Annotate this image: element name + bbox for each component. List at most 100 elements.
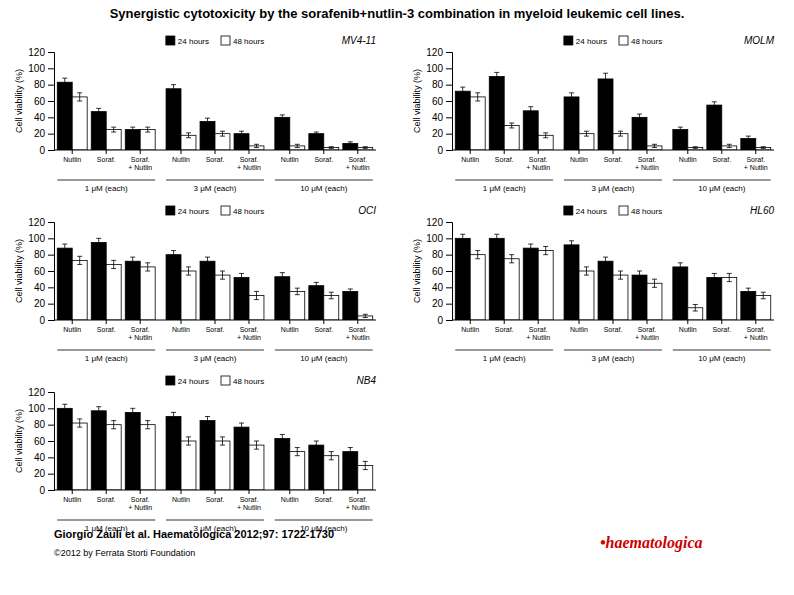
y-tick-label: 100 <box>426 233 443 244</box>
legend: 24 hours48 hours <box>166 206 264 216</box>
error-bar <box>746 288 751 295</box>
y-axis-line <box>48 53 55 151</box>
y-tick-mark <box>446 287 452 288</box>
y-tick: 120 <box>426 217 452 228</box>
y-tick-label: 80 <box>432 79 444 90</box>
x-tick-mark <box>357 320 358 324</box>
y-tick-mark <box>48 287 54 288</box>
y-tick-label: 120 <box>28 47 45 58</box>
x-axis: NutlinSoraf.Soraf.+ NutlinNutlinSoraf.So… <box>54 150 376 171</box>
group-label: 10 μM (each) <box>300 354 348 363</box>
x-tick-mark <box>215 490 216 494</box>
x-tick-label-line: Soraf. <box>495 326 514 333</box>
bar <box>489 77 504 151</box>
legend-swatch <box>221 376 230 385</box>
x-tick-label-line: Nutlin <box>172 326 190 333</box>
bar-series <box>72 419 373 490</box>
x-tick-label: Soraf.+ Nutlin <box>744 326 768 341</box>
y-tick: 100 <box>28 403 54 414</box>
y-tick-mark <box>48 117 54 118</box>
y-tick: 20 <box>34 128 54 139</box>
x-tick-label: Soraf. <box>314 326 333 333</box>
y-tick-label: 20 <box>34 128 46 139</box>
bar <box>324 296 339 321</box>
x-tick-mark <box>72 490 73 494</box>
error-bar <box>314 441 319 449</box>
y-tick-mark <box>48 490 54 491</box>
y-tick-label: 0 <box>39 485 45 496</box>
x-tick-label: Soraf. <box>97 156 116 163</box>
group-bracket <box>455 350 553 351</box>
y-tick: 0 <box>437 145 452 156</box>
y-tick-label: 80 <box>34 419 46 430</box>
error-bar <box>543 133 548 138</box>
legend-label: 24 hours <box>178 207 209 216</box>
y-tick-label: 60 <box>34 436 46 447</box>
panel-title: MOLM <box>744 35 775 46</box>
bar <box>564 97 579 150</box>
x-tick-mark <box>248 490 249 494</box>
group-label: 1 μM (each) <box>483 184 526 193</box>
legend-label: 48 hours <box>233 37 264 46</box>
error-bar <box>618 131 623 136</box>
error-bar <box>280 115 285 120</box>
legend-label: 24 hours <box>178 377 209 386</box>
bar <box>741 291 756 320</box>
error-bar <box>145 127 150 132</box>
bar-series <box>470 93 771 150</box>
bar <box>275 277 290 320</box>
group-label: 3 μM (each) <box>194 354 237 363</box>
legend-item: 48 hours <box>221 376 264 386</box>
error-bar <box>239 423 244 431</box>
y-tick-label: 100 <box>28 403 45 414</box>
y-tick-mark <box>446 222 452 223</box>
y-tick-mark <box>48 425 54 426</box>
group-bracket <box>455 180 553 181</box>
error-bar <box>205 417 210 425</box>
bar <box>215 441 230 490</box>
group-label: 3 μM (each) <box>194 184 237 193</box>
x-tick: Soraf. <box>604 150 623 163</box>
legend-item: 24 hours <box>166 36 209 46</box>
x-tick-label: Soraf.+ Nutlin <box>346 326 370 341</box>
x-axis: NutlinSoraf.Soraf.+ NutlinNutlinSoraf.So… <box>452 320 774 341</box>
x-tick-label-line: + Nutlin <box>635 334 659 341</box>
y-tick-mark <box>446 134 452 135</box>
x-tick-label: Soraf.+ Nutlin <box>526 156 550 171</box>
bar <box>140 425 155 490</box>
x-tick-label-line: + Nutlin <box>526 334 550 341</box>
y-tick-label: 20 <box>34 298 46 309</box>
x-tick-label: Soraf.+ Nutlin <box>237 326 261 341</box>
x-tick: Nutlin <box>63 150 81 163</box>
error-bar <box>348 448 353 456</box>
x-tick: Nutlin <box>570 150 588 163</box>
x-tick-label: Soraf.+ Nutlin <box>346 496 370 511</box>
x-tick: Soraf.+ Nutlin <box>635 150 659 171</box>
y-tick-label: 0 <box>437 315 443 326</box>
y-tick-mark <box>446 304 452 305</box>
x-tick-label: Nutlin <box>281 156 299 163</box>
error-bar <box>111 421 116 429</box>
y-tick-label: 60 <box>432 96 444 107</box>
error-bar <box>475 93 480 101</box>
x-tick-mark <box>646 150 647 154</box>
y-axis-line <box>446 53 453 151</box>
x-tick-label: Nutlin <box>570 156 588 163</box>
bar-series <box>57 78 358 150</box>
y-tick-mark <box>48 392 54 393</box>
x-tick: Soraf. <box>712 320 731 333</box>
x-tick: Nutlin <box>281 320 299 333</box>
x-tick-mark <box>579 150 580 154</box>
x-tick-label: Soraf.+ Nutlin <box>128 496 152 511</box>
bar <box>523 248 538 320</box>
plot-area <box>455 234 770 320</box>
citation: Giorgio Zauli et al. Haematologica 2012;… <box>54 528 334 540</box>
x-tick-mark <box>140 150 141 154</box>
bar <box>91 112 106 150</box>
bar <box>166 417 181 491</box>
y-tick-mark <box>48 222 54 223</box>
error-bar <box>314 282 319 289</box>
legend-item: 24 hours <box>564 206 607 216</box>
error-bar <box>712 273 717 281</box>
y-tick: 40 <box>34 112 54 123</box>
